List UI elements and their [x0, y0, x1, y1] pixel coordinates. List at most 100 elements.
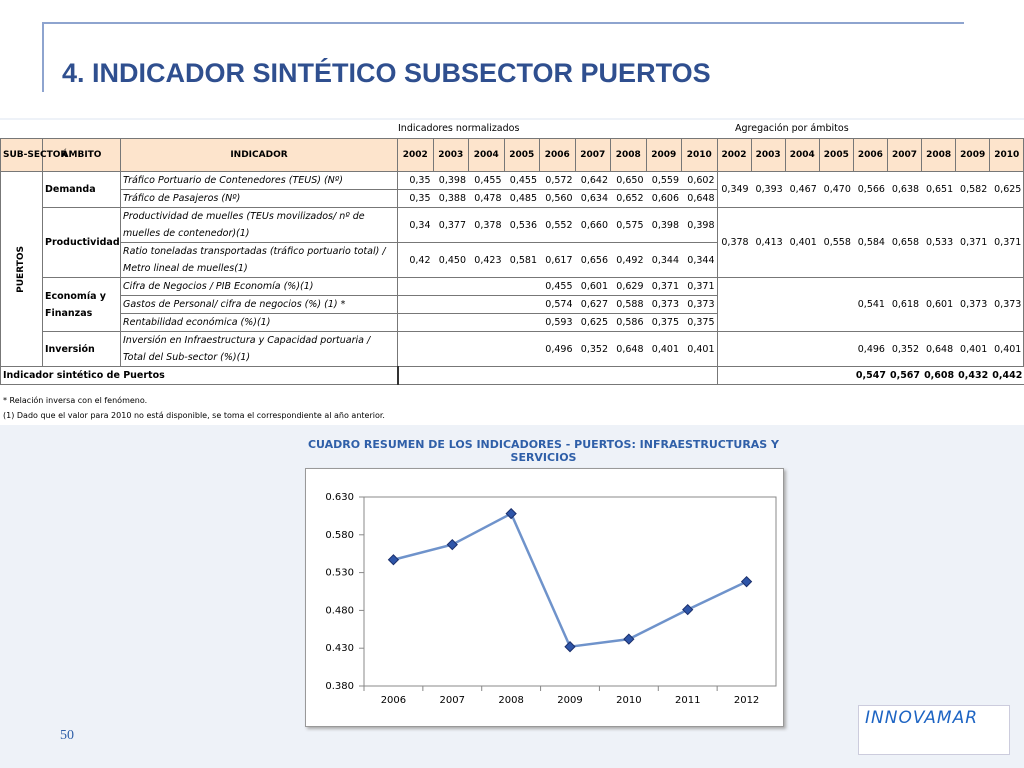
line — [393, 511, 748, 649]
indicator: Ratio toneladas transportadas (tráfico p… — [120, 242, 398, 278]
y-tick-label: 0.380 — [325, 681, 354, 692]
table-row: Productividad Productividad de muelles (T… — [1, 207, 1024, 278]
x-tick-label: 2012 — [734, 695, 759, 706]
aggregated-cell — [784, 331, 820, 367]
indicator-table: SUB-SECTOR ÁMBITO INDICADOR 2002 2003 2004 200… — [0, 138, 1024, 385]
ambito: Demanda — [42, 171, 121, 208]
aggregated-cell — [750, 277, 786, 332]
marker — [682, 603, 694, 616]
aggregated-cell: 0,566 — [852, 171, 888, 208]
year-header: 2006 — [539, 138, 576, 172]
value-cell: 0,656 — [574, 242, 611, 278]
year-header: 2010 — [989, 138, 1024, 172]
value-cell: 0,34 — [397, 207, 434, 243]
aggregated-cell: 0,373 — [955, 277, 991, 332]
year-header: 2010 — [681, 138, 718, 172]
value-cell: 0,536 — [503, 207, 540, 243]
total-cell: 0,608 — [921, 366, 957, 385]
value-cell: 0,401 — [681, 331, 718, 367]
column-header: SUB-SECTOR — [0, 138, 67, 172]
table-row: PUERTOS Demanda Tráfico Portuario de Conte… — [0, 171, 1024, 367]
aggregated-cell: 0,625 — [989, 171, 1024, 208]
value-cell: 0,344 — [645, 242, 682, 278]
aggregated-cell: 0,373 — [989, 277, 1024, 332]
indicator: Inversión en Infraestructura y Capacidad… — [120, 331, 398, 367]
x-tick-label: 2008 — [498, 695, 523, 706]
value-cell: 0,423 — [468, 242, 505, 278]
marker — [564, 641, 576, 653]
column-header: INDICADOR — [120, 138, 398, 172]
year-header: 2002 — [397, 138, 434, 172]
year-header: 2002 — [716, 138, 752, 172]
page-number: 50 — [60, 728, 74, 743]
table-row: SUB-SECTOR ÁMBITO INDICADOR 2002 2003 2004 200… — [0, 138, 1024, 172]
ambito: Productividad — [42, 207, 121, 278]
total-cell: 0,442 — [989, 366, 1024, 385]
year-header: 2009 — [645, 138, 682, 172]
rule — [42, 22, 964, 24]
aggregated-cell: 0,558 — [818, 207, 854, 278]
aggregated-cell: 0,601 — [921, 277, 957, 332]
aggregated-cell: 0,467 — [784, 171, 820, 208]
x-tick-label: 2009 — [557, 695, 582, 706]
subsector: PUERTOS — [0, 171, 43, 367]
aggregated-cell: 0,651 — [921, 171, 957, 208]
y-tick-label: 0.530 — [325, 568, 354, 579]
value-cell: 0,42 — [397, 242, 434, 278]
aggregated-cell: 0,541 — [852, 277, 888, 332]
x-tick-label: 2010 — [616, 695, 641, 706]
table-row: Ratio toneladas transportadas (tráfico p… — [1, 242, 1024, 278]
value-cell: 0,377 — [432, 207, 469, 243]
aggregated-cell: 0,401 — [784, 207, 820, 278]
marker — [387, 554, 400, 566]
year-header: 2007 — [886, 138, 923, 172]
chart-frame — [305, 468, 784, 727]
value-cell: 0,581 — [503, 242, 540, 278]
year-header: 2004 — [784, 138, 820, 172]
aggregated-cell: 0,470 — [818, 171, 854, 208]
marker — [623, 633, 635, 645]
total-label: Indicador sintético de Puertos — [0, 366, 398, 385]
year-header: 2003 — [750, 138, 786, 172]
note: (1) Dado que el valor para 2010 no está … — [3, 411, 385, 420]
aggregated-cell: 0,584 — [852, 207, 888, 278]
chart-title: CUADRO RESUMEN DE LOS INDICADORES - PUER… — [307, 438, 780, 464]
header — [0, 0, 1024, 118]
marker — [740, 576, 753, 588]
total-cell: 0,567 — [886, 366, 923, 385]
year-header: 2008 — [921, 138, 957, 172]
x-tick-label: 2006 — [381, 695, 406, 706]
aggregated-cell: 0,378 — [716, 207, 752, 278]
table-area: Indicadores normalizados Agregación por … — [0, 120, 1024, 425]
y-tick-label: 0.630 — [325, 492, 354, 503]
rule — [42, 22, 44, 92]
value-cell: 0,398 — [645, 207, 682, 243]
table-row: Rentabilidad económica (%)(1) 0,593 0,625 0… — [1, 313, 1024, 332]
y-tick-label: 0.580 — [325, 530, 354, 541]
table-row: Gastos de Personal/ cifra de negocios (%… — [1, 295, 1024, 314]
value-cell: 0,552 — [539, 207, 576, 243]
year-header: 2008 — [610, 138, 647, 172]
aggregated-cell: 0,401 — [955, 331, 991, 367]
table-row: Indicador sintético de Puertos 0,547 0,567… — [0, 366, 1024, 385]
slide-title: 4. INDICADOR SINTÉTICO SUBSECTOR PUERTOS — [62, 58, 711, 88]
ambito: Economía y Finanzas — [42, 277, 121, 332]
note: * Relación inversa con el fenómeno. — [3, 396, 148, 405]
logo: INNOVAMAR — [858, 705, 1010, 755]
aggregated-cell: 0,413 — [750, 207, 786, 278]
aggregated-cell: 0,371 — [955, 207, 991, 278]
group-header: Indicadores normalizados — [398, 123, 520, 134]
marker — [446, 538, 458, 551]
x-tick-label: 2011 — [675, 695, 700, 706]
value-cell: 0,344 — [681, 242, 718, 278]
value-cell: 0,450 — [432, 242, 469, 278]
value-cell — [432, 331, 469, 367]
value-cell: 0,398 — [681, 207, 718, 243]
marker — [505, 507, 517, 520]
year-header: 2009 — [955, 138, 991, 172]
year-header: 2004 — [468, 138, 505, 172]
y-tick-label: 0.430 — [325, 643, 354, 654]
table-row: Economía y Finanzas Cifra de Negocios / P… — [1, 277, 1024, 332]
